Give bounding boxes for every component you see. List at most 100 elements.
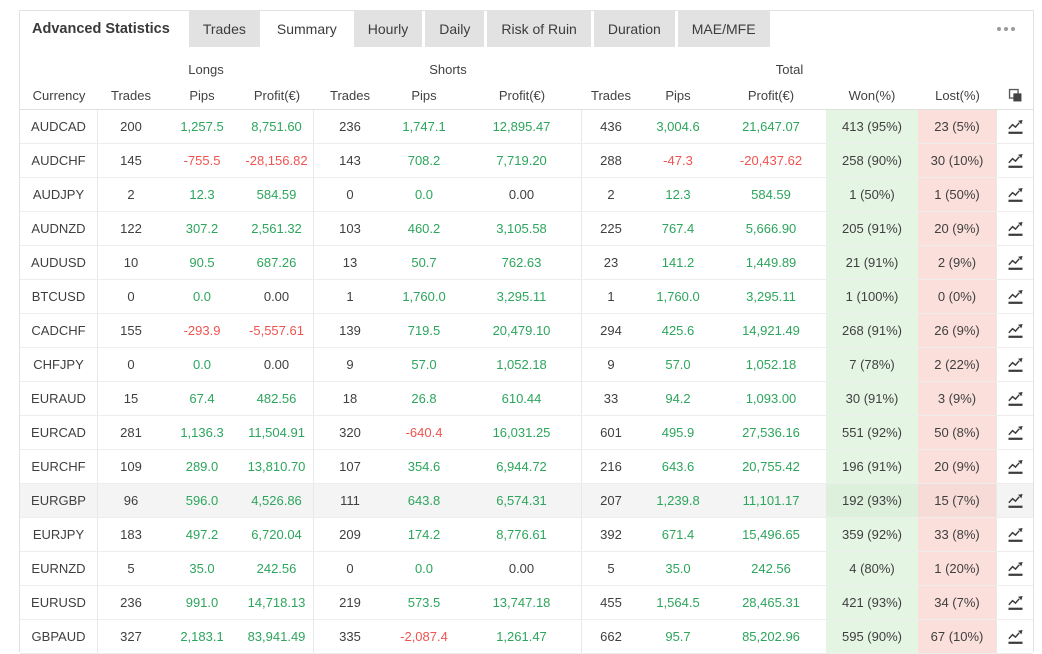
longs-trades-cell: 109: [120, 459, 142, 474]
won-cell: 205 (91%): [826, 212, 918, 245]
shorts-profit-cell: 0.00: [462, 552, 582, 585]
table-row[interactable]: AUDJPY 2 12.3 584.59 0 0.0 0.00 2 12.3 5…: [20, 178, 1033, 212]
lost-cell: 0 (0%): [918, 280, 997, 313]
line-chart-icon[interactable]: [997, 620, 1033, 653]
table-row[interactable]: CADCHF 155 -293.9 -5,557.61 139 719.5 20…: [20, 314, 1033, 348]
table-column-header-row: Currency Trades Pips Profit(€) Trades Pi…: [20, 82, 1033, 110]
line-chart-icon[interactable]: [997, 586, 1033, 619]
shorts-pips-cell: 708.2: [407, 153, 441, 168]
table-row[interactable]: BTCUSD 0 0.0 0.00 1 1,760.0 3,295.11 1 1…: [20, 280, 1033, 314]
table-row[interactable]: EURGBP 96 596.0 4,526.86 111 643.8 6,574…: [20, 484, 1033, 518]
line-chart-icon[interactable]: [997, 178, 1033, 211]
currency-cell: EURUSD: [20, 586, 98, 619]
tab-summary[interactable]: Summary: [262, 11, 351, 47]
table-row[interactable]: EURJPY 183 497.2 6,720.04 209 174.2 8,77…: [20, 518, 1033, 552]
total-profit-cell: 5,666.90: [745, 221, 797, 236]
longs-trades-cell: 96: [123, 493, 139, 508]
total-trades-cell: 5: [607, 561, 615, 576]
shorts-profit-cell: 13,747.18: [462, 586, 582, 619]
col-header-shorts-pips: Pips: [411, 88, 437, 103]
table-body: AUDCAD 200 1,257.5 8,751.60 236 1,747.1 …: [20, 110, 1033, 654]
longs-profit-cell: 11,504.91: [240, 416, 314, 449]
longs-trades-cell: 281: [120, 425, 142, 440]
total-pips-cell: 1,564.5: [656, 595, 700, 610]
table-row[interactable]: EURUSD 236 991.0 14,718.13 219 573.5 13,…: [20, 586, 1033, 620]
shorts-profit-cell: 0.00: [462, 178, 582, 211]
lost-cell: 15 (7%): [918, 484, 997, 517]
table-row[interactable]: AUDUSD 10 90.5 687.26 13 50.7 762.63 23 …: [20, 246, 1033, 280]
currency-cell: EURGBP: [20, 484, 98, 517]
line-chart-icon[interactable]: [997, 144, 1033, 177]
line-chart-icon[interactable]: [997, 280, 1033, 313]
table-row[interactable]: EURNZD 5 35.0 242.56 0 0.0 0.00 5 35.0 2…: [20, 552, 1033, 586]
tab-hourly[interactable]: Hourly: [353, 11, 423, 47]
table-row[interactable]: AUDCHF 145 -755.5 -28,156.82 143 708.2 7…: [20, 144, 1033, 178]
total-trades-cell: 392: [600, 527, 622, 542]
shorts-trades-cell: 107: [339, 459, 361, 474]
line-chart-icon[interactable]: [997, 552, 1033, 585]
shorts-pips-cell: 0.0: [414, 187, 434, 202]
longs-profit-cell: 0.00: [240, 348, 314, 381]
shorts-trades-cell: 18: [342, 391, 358, 406]
longs-profit-cell: 584.59: [240, 178, 314, 211]
lost-cell: 20 (9%): [918, 450, 997, 483]
tab-risk-of-ruin[interactable]: Risk of Ruin: [487, 11, 591, 47]
lost-cell: 67 (10%): [918, 620, 997, 653]
longs-pips-cell: 1,257.5: [180, 119, 224, 134]
total-profit-cell: 85,202.96: [742, 629, 800, 644]
total-profit-cell: 21,647.07: [742, 119, 800, 134]
shorts-trades-cell: 209: [339, 527, 361, 542]
total-pips-cell: 1,760.0: [656, 289, 700, 304]
shorts-pips-cell: 573.5: [407, 595, 441, 610]
table-row[interactable]: EURCAD 281 1,136.3 11,504.91 320 -640.4 …: [20, 416, 1033, 450]
line-chart-icon[interactable]: [997, 348, 1033, 381]
shorts-trades-cell: 103: [339, 221, 361, 236]
total-trades-cell: 225: [600, 221, 622, 236]
line-chart-icon[interactable]: [997, 110, 1033, 143]
col-header-shorts-trades: Trades: [330, 88, 370, 103]
won-cell: 30 (91%): [826, 382, 918, 415]
shorts-trades-cell: 111: [340, 493, 360, 508]
table-row[interactable]: EURAUD 15 67.4 482.56 18 26.8 610.44 33 …: [20, 382, 1033, 416]
lost-cell: 3 (9%): [918, 382, 997, 415]
won-cell: 551 (92%): [826, 416, 918, 449]
longs-pips-cell: 289.0: [185, 459, 219, 474]
longs-pips-cell: 497.2: [185, 527, 219, 542]
tab-duration[interactable]: Duration: [593, 11, 675, 47]
line-chart-icon[interactable]: [997, 212, 1033, 245]
line-chart-icon[interactable]: [997, 314, 1033, 347]
tab-daily[interactable]: Daily: [425, 11, 485, 47]
line-chart-icon[interactable]: [997, 246, 1033, 279]
longs-profit-cell: 13,810.70: [240, 450, 314, 483]
line-chart-icon[interactable]: [997, 382, 1033, 415]
currency-cell: GBPAUD: [20, 620, 98, 653]
lost-cell: 23 (5%): [918, 110, 997, 143]
tab-trades[interactable]: Trades: [188, 11, 260, 47]
col-header-longs-trades: Trades: [111, 88, 151, 103]
table-row[interactable]: CHFJPY 0 0.0 0.00 9 57.0 1,052.18 9 57.0…: [20, 348, 1033, 382]
total-trades-cell: 662: [600, 629, 622, 644]
longs-profit-cell: 2,561.32: [240, 212, 314, 245]
shorts-pips-cell: 1,747.1: [402, 119, 446, 134]
table-row[interactable]: AUDCAD 200 1,257.5 8,751.60 236 1,747.1 …: [20, 110, 1033, 144]
won-cell: 1 (100%): [826, 280, 918, 313]
ellipsis-menu-icon[interactable]: [995, 23, 1017, 35]
total-pips-cell: 1,239.8: [656, 493, 700, 508]
line-chart-icon[interactable]: [997, 484, 1033, 517]
longs-pips-cell: 67.4: [189, 391, 215, 406]
table-row[interactable]: GBPAUD 327 2,183.1 83,941.49 335 -2,087.…: [20, 620, 1033, 654]
line-chart-icon[interactable]: [997, 450, 1033, 483]
table-group-header-row: Longs Shorts Total: [20, 56, 1033, 82]
longs-pips-cell: -755.5: [183, 153, 221, 168]
table-row[interactable]: EURCHF 109 289.0 13,810.70 107 354.6 6,9…: [20, 450, 1033, 484]
tab-bar: Advanced Statistics Trades Summary Hourly D…: [20, 11, 1033, 47]
tab-mae-mfe[interactable]: MAE/MFE: [677, 11, 770, 47]
line-chart-icon[interactable]: [997, 518, 1033, 551]
line-chart-icon[interactable]: [997, 416, 1033, 449]
table-row[interactable]: AUDNZD 122 307.2 2,561.32 103 460.2 3,10…: [20, 212, 1033, 246]
longs-pips-cell: 2,183.1: [180, 629, 224, 644]
currency-cell: AUDCHF: [20, 144, 98, 177]
won-cell: 4 (80%): [826, 552, 918, 585]
copy-icon[interactable]: [997, 82, 1033, 109]
shorts-trades-cell: 143: [339, 153, 361, 168]
